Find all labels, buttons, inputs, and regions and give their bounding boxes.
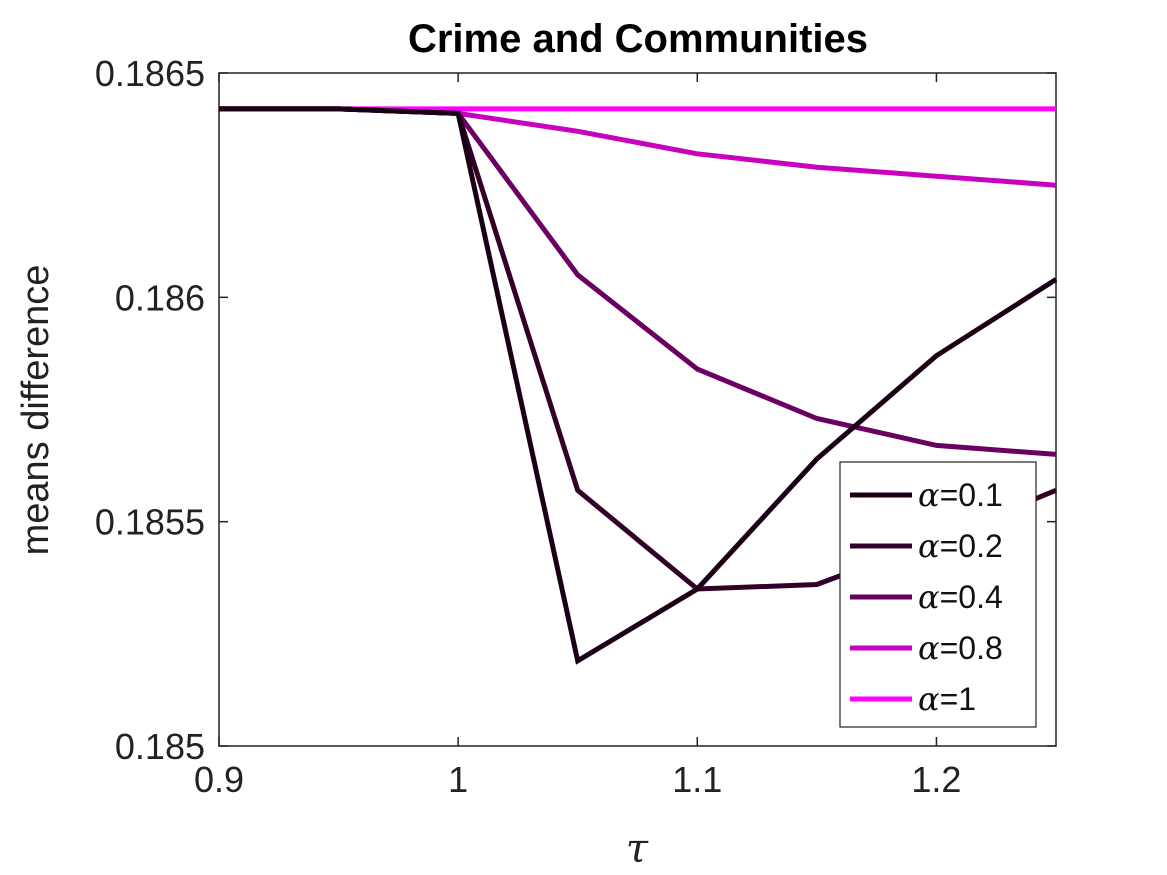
- y-tick-label: 0.1865: [95, 53, 205, 94]
- y-tick-label: 0.186: [115, 277, 205, 318]
- legend-alpha-value: =0.2: [940, 528, 1003, 564]
- legend: α=0.1α=0.2α=0.4α=0.8α=1: [839, 461, 1037, 728]
- legend-alpha-symbol: α: [918, 578, 940, 616]
- legend-alpha-value: =0.1: [940, 477, 1003, 513]
- x-tick-label: 0.9: [194, 759, 244, 800]
- y-tick-label: 0.185: [115, 726, 205, 767]
- y-tick-label: 0.1855: [95, 502, 205, 543]
- x-axis: 0.9 1 1.1 1.2: [194, 73, 961, 800]
- legend-alpha-symbol: α: [918, 680, 940, 718]
- x-tick-label: 1.2: [911, 759, 961, 800]
- chart-title: Crime and Communities: [408, 17, 868, 61]
- y-axis-label: means difference: [15, 265, 57, 556]
- x-tick-label: 1: [448, 759, 468, 800]
- legend-alpha-symbol: α: [918, 629, 940, 667]
- legend-label: α=0.1: [918, 476, 1003, 514]
- y-axis: 0.185 0.1855 0.186 0.1865: [95, 53, 1056, 767]
- legend-alpha-value: =0.8: [940, 630, 1003, 666]
- legend-label: α=1: [918, 680, 976, 718]
- series-line-alpha-0-1: [219, 106, 1058, 665]
- x-tick-label: 1.1: [672, 759, 722, 800]
- legend-label: α=0.2: [918, 527, 1003, 565]
- legend-alpha-symbol: α: [918, 476, 940, 514]
- legend-alpha-value: =1: [940, 681, 976, 717]
- legend-alpha-value: =0.4: [940, 579, 1003, 615]
- x-axis-label: τ: [626, 826, 649, 872]
- legend-alpha-symbol: α: [918, 527, 940, 565]
- legend-label: α=0.8: [918, 629, 1003, 667]
- legend-label: α=0.4: [918, 578, 1003, 616]
